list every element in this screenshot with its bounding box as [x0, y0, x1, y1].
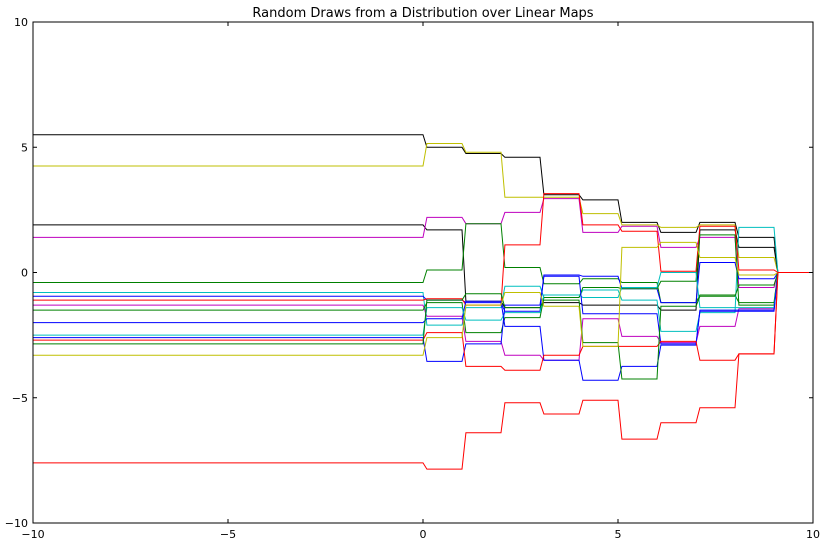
- x-tick-label: 0: [420, 528, 427, 541]
- x-tick-label: 10: [806, 528, 820, 541]
- series-line-9: [33, 272, 813, 361]
- plot-frame: [32, 21, 814, 524]
- series-line-13: [33, 272, 813, 362]
- x-tick-label: −10: [21, 528, 44, 541]
- y-tick-label: 5: [21, 141, 28, 154]
- y-tick-label: −10: [5, 517, 28, 530]
- series-line-15: [33, 272, 813, 380]
- series-lines: [33, 134, 813, 470]
- series-line-3: [33, 224, 813, 311]
- series-line-11: [33, 272, 813, 381]
- series-line-10: [33, 234, 813, 334]
- series-line-5: [33, 223, 813, 304]
- series-line-1: [33, 134, 813, 273]
- y-tick-label: 10: [14, 16, 28, 29]
- x-tick-label: −5: [220, 528, 236, 541]
- series-line-12: [33, 272, 813, 336]
- series-line-16: [33, 241, 813, 356]
- x-tick-label: 5: [615, 528, 622, 541]
- y-tick-label: 0: [21, 267, 28, 280]
- chart-title: Random Draws from a Distribution over Li…: [252, 6, 593, 21]
- series-line-2: [33, 143, 813, 273]
- y-tick-label: −5: [12, 392, 28, 405]
- series-line-8: [33, 193, 813, 306]
- series-line-17: [33, 272, 813, 470]
